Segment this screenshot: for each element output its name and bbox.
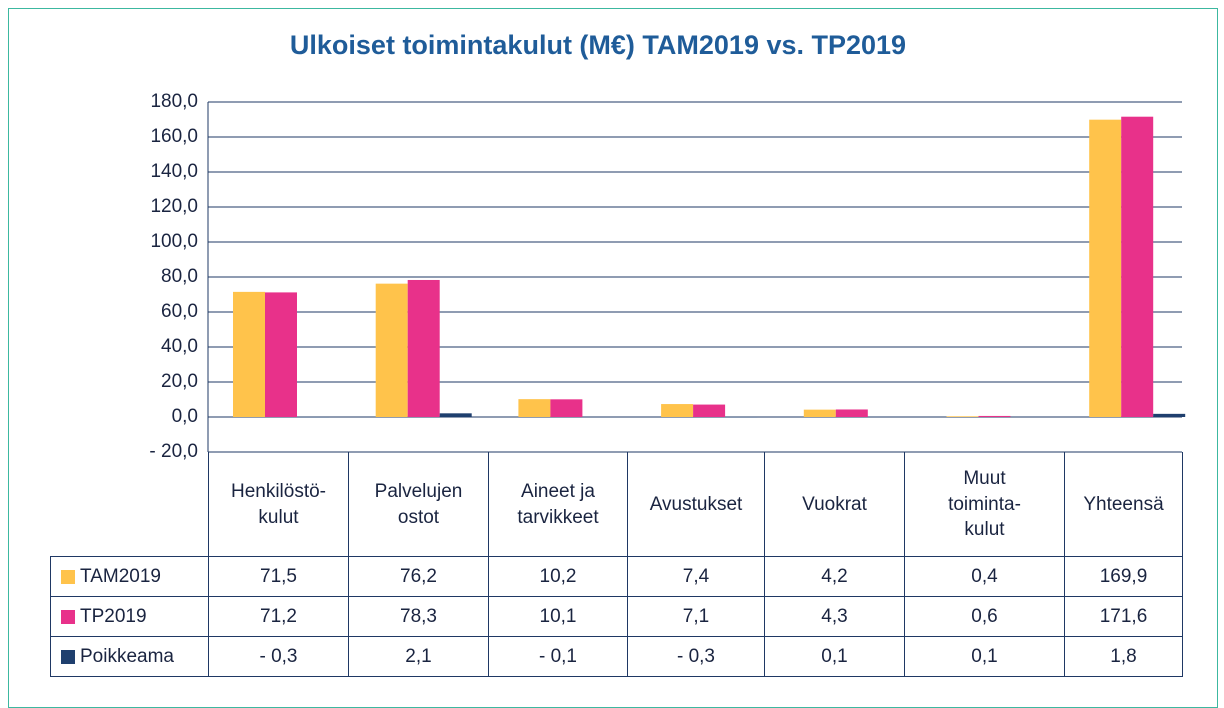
table-value: 2,1 [348, 636, 489, 677]
table-value: 71,5 [208, 556, 349, 597]
bar [408, 280, 440, 417]
legend-swatch [61, 570, 75, 584]
y-tick-label: 0,0 [172, 406, 198, 427]
table-value: 4,3 [764, 596, 905, 637]
table-value: 171,6 [1064, 596, 1183, 637]
bar [725, 417, 757, 418]
bar [233, 292, 265, 417]
table-value: - 0,3 [627, 636, 765, 677]
table-value: 0,1 [904, 636, 1065, 677]
legend-entry: TP2019 [50, 596, 209, 637]
y-tick-label: 120,0 [150, 196, 198, 217]
category-label: Yhteensä [1064, 452, 1183, 557]
bar [836, 409, 868, 417]
y-tick-label: 40,0 [161, 336, 198, 357]
page: {"chart_data": {"type": "bar", "title": … [0, 0, 1224, 684]
table-value: - 0,1 [488, 636, 628, 677]
legend-entry: Poikkeama [50, 636, 209, 677]
bar [1121, 117, 1153, 417]
y-tick-label: 100,0 [150, 231, 198, 252]
category-label: Vuokrat [764, 452, 905, 557]
y-tick-label: - 20,0 [149, 441, 198, 462]
y-tick-label: 20,0 [161, 371, 198, 392]
y-tick-label: 140,0 [150, 161, 198, 182]
y-tick-label: 180,0 [150, 91, 198, 112]
legend-label: TP2019 [80, 604, 147, 630]
table-value: 7,1 [627, 596, 765, 637]
legend-label: TAM2019 [80, 564, 161, 590]
bar [376, 284, 408, 417]
table-value: 169,9 [1064, 556, 1183, 597]
bar [979, 416, 1011, 417]
bar [297, 417, 329, 418]
legend-swatch [61, 650, 75, 664]
y-tick-label: 60,0 [161, 301, 198, 322]
bar [550, 399, 582, 417]
legend-swatch [61, 610, 75, 624]
category-label: Avustukset [627, 452, 765, 557]
table-value: 78,3 [348, 596, 489, 637]
bar [693, 405, 725, 417]
bar [440, 413, 472, 417]
table-value: 0,1 [764, 636, 905, 677]
table-value: 7,4 [627, 556, 765, 597]
legend-label: Poikkeama [80, 644, 174, 670]
legend-entry: TAM2019 [50, 556, 209, 597]
bar [518, 399, 550, 417]
bar [1089, 120, 1121, 417]
category-label: Palvelujen ostot [348, 452, 489, 557]
table-value: 1,8 [1064, 636, 1183, 677]
category-label: Aineet ja tarvikkeet [488, 452, 628, 557]
table-value: 4,2 [764, 556, 905, 597]
bar [1153, 414, 1185, 417]
table-value: 71,2 [208, 596, 349, 637]
table-value: - 0,3 [208, 636, 349, 677]
y-tick-label: 160,0 [150, 126, 198, 147]
table-value: 0,4 [904, 556, 1065, 597]
category-label: Henkilöstö- kulut [208, 452, 349, 557]
y-tick-label: 80,0 [161, 266, 198, 287]
table-value: 10,2 [488, 556, 628, 597]
table-value: 0,6 [904, 596, 1065, 637]
table-value: 76,2 [348, 556, 489, 597]
bar [804, 410, 836, 417]
bar [265, 292, 297, 417]
bar [947, 416, 979, 417]
category-label: Muut toiminta- kulut [904, 452, 1065, 557]
table-value: 10,1 [488, 596, 628, 637]
bar [661, 404, 693, 417]
